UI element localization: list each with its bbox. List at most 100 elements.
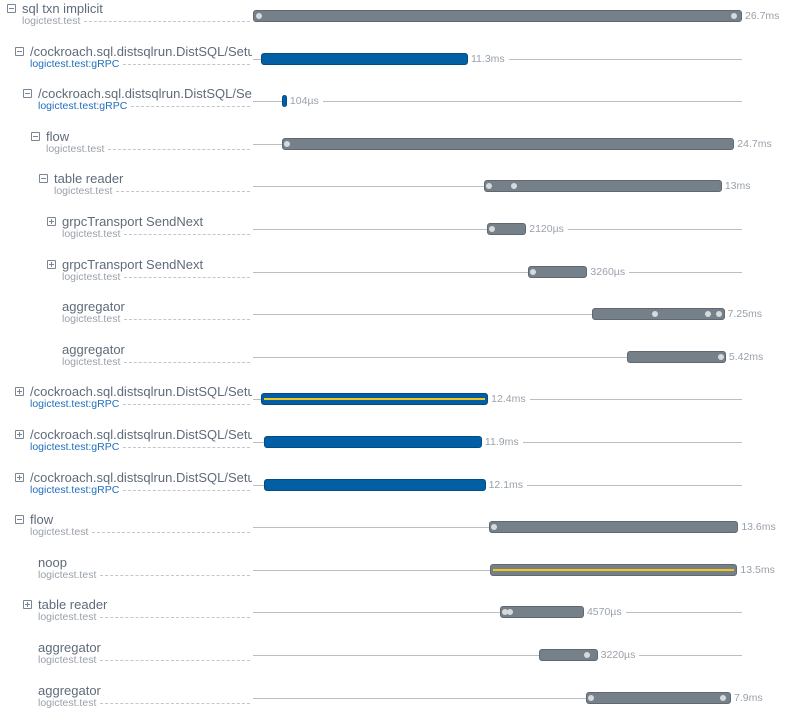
span-row[interactable]: table reader logictest.test 4570µs — [0, 597, 786, 639]
span-name-cell[interactable]: aggregator logictest.test — [62, 342, 252, 372]
span-duration: 12.4ms — [488, 392, 530, 407]
span-name-cell[interactable]: noop logictest.test — [38, 555, 252, 585]
log-marker[interactable] — [652, 311, 659, 318]
log-marker[interactable] — [511, 183, 518, 190]
span-row[interactable]: table reader logictest.test 13ms — [0, 171, 786, 213]
span-bar[interactable] — [538, 649, 598, 661]
span-row[interactable]: /cockroach.sql.distsqlrun.DistSQL/SetupF… — [0, 427, 786, 469]
critical-path-stripe — [264, 398, 486, 401]
span-title: /cockroach.sql.distsqlrun.DistSQL/SetupF… — [30, 384, 252, 400]
span-timeline: 12.1ms — [253, 470, 742, 500]
span-bar[interactable] — [281, 137, 735, 150]
expand-icon[interactable] — [47, 217, 56, 226]
log-marker[interactable] — [718, 353, 724, 360]
log-marker[interactable] — [491, 524, 498, 531]
span-name-cell[interactable]: aggregator logictest.test — [38, 640, 252, 670]
span-bar[interactable] — [483, 180, 722, 193]
log-marker[interactable] — [507, 609, 514, 616]
span-title: /cockroach.sql.distsqlrun.DistSQL/SetupF… — [30, 43, 252, 59]
span-row[interactable]: sql txn implicit logictest.test 26.7ms — [0, 1, 786, 43]
expand-icon[interactable] — [15, 387, 24, 397]
expand-icon[interactable] — [15, 430, 24, 439]
collapse-icon[interactable] — [31, 131, 40, 141]
span-bar[interactable] — [527, 265, 588, 278]
dashed-connector — [124, 234, 250, 235]
span-title: flow — [30, 512, 54, 528]
span-name-cell[interactable]: /cockroach.sql.distsqlrun.DistSQL/SetupF… — [15, 470, 252, 500]
log-marker[interactable] — [584, 652, 591, 658]
span-name-cell[interactable]: /cockroach.sql.distsqlrun.DistSQL/SetupF… — [15, 427, 252, 457]
span-row[interactable]: /cockroach.sql.distsqlrun.DistSQL/SetupF… — [0, 384, 786, 426]
collapse-icon[interactable] — [23, 89, 32, 99]
span-name-cell[interactable]: table reader logictest.test — [39, 171, 252, 201]
span-row[interactable]: /cockroach.sql.distsqlrun.DistSQL/SetupF… — [0, 470, 786, 512]
log-marker[interactable] — [502, 609, 509, 616]
span-row[interactable]: flow logictest.test 24.7ms — [0, 129, 786, 171]
span-bar[interactable] — [261, 52, 468, 65]
log-marker[interactable] — [705, 311, 712, 318]
expand-icon[interactable] — [47, 259, 56, 269]
span-bar[interactable] — [253, 10, 742, 22]
span-name-cell[interactable]: grpcTransport SendNext logictest.test — [47, 214, 252, 244]
span-row[interactable]: noop logictest.test 13.5ms — [0, 555, 786, 597]
span-name-cell[interactable]: /cockroach.sql.distsqlrun.DistSQL/SetupF… — [15, 384, 252, 414]
span-bar[interactable] — [281, 95, 287, 108]
span-name-cell[interactable]: flow logictest.test — [31, 129, 252, 159]
log-marker[interactable] — [529, 268, 536, 275]
span-row[interactable]: aggregator logictest.test 5.42ms — [0, 342, 786, 384]
span-row[interactable]: flow logictest.test 13.6ms — [0, 512, 786, 554]
log-marker[interactable] — [730, 13, 737, 19]
log-marker[interactable] — [716, 311, 723, 318]
span-bar[interactable] — [489, 521, 739, 534]
span-name-cell[interactable]: grpcTransport SendNext logictest.test — [47, 257, 252, 287]
span-name-cell[interactable]: table reader logictest.test — [23, 597, 252, 627]
collapse-icon[interactable] — [15, 515, 24, 525]
span-row[interactable]: aggregator logictest.test 3220µs — [0, 640, 786, 682]
span-name-cell[interactable]: /cockroach.sql.distsqlrun.DistSQL/SetupF… — [15, 44, 252, 74]
span-duration: 13.5ms — [737, 562, 779, 577]
log-marker[interactable] — [588, 694, 595, 701]
span-row[interactable]: /cockroach.sql.distsqlrun.DistSQL/SetupF… — [0, 44, 786, 86]
span-bar[interactable] — [626, 350, 726, 363]
span-timeline: 13.6ms — [253, 512, 780, 542]
span-bar[interactable] — [591, 308, 725, 321]
span-timeline: 12.4ms — [253, 384, 742, 414]
log-marker[interactable] — [283, 140, 290, 147]
span-timeline: 3260µs — [253, 257, 742, 287]
dashed-connector — [100, 617, 250, 619]
expand-icon[interactable] — [23, 600, 32, 610]
expand-icon[interactable] — [15, 472, 24, 482]
span-bar[interactable] — [586, 691, 731, 704]
span-row[interactable]: /cockroach.sql.distsqlrun.DistSQL/SetupF… — [0, 86, 786, 128]
span-bar[interactable] — [263, 436, 482, 448]
log-marker[interactable] — [256, 13, 263, 19]
dashed-connector — [84, 21, 250, 22]
span-bar[interactable] — [487, 223, 527, 235]
span-timeline: 3220µs — [253, 640, 742, 670]
span-bar[interactable] — [490, 563, 738, 576]
log-marker[interactable] — [485, 183, 492, 190]
log-marker[interactable] — [489, 226, 496, 232]
span-row[interactable]: grpcTransport SendNext logictest.test 32… — [0, 257, 786, 299]
span-service: logictest.test — [38, 654, 97, 666]
span-name-cell[interactable]: flow logictest.test — [15, 512, 252, 542]
log-marker[interactable] — [719, 694, 726, 701]
span-name-cell[interactable]: /cockroach.sql.distsqlrun.DistSQL/SetupF… — [23, 86, 252, 116]
span-row[interactable]: grpcTransport SendNext logictest.test 21… — [0, 214, 786, 256]
span-row[interactable]: aggregator logictest.test 7.25ms — [0, 299, 786, 341]
timeline-line — [253, 271, 742, 273]
span-name-cell[interactable]: sql txn implicit logictest.test — [7, 1, 252, 31]
span-bar[interactable] — [261, 393, 489, 406]
collapse-icon[interactable] — [39, 174, 48, 184]
collapse-icon[interactable] — [7, 4, 16, 13]
span-service: logictest.test — [62, 313, 121, 326]
span-bar[interactable] — [500, 606, 584, 619]
span-duration: 13.6ms — [738, 520, 780, 535]
dashed-connector — [108, 148, 250, 150]
span-name-cell[interactable]: aggregator logictest.test — [38, 683, 252, 713]
span-row[interactable]: aggregator logictest.test 7.9ms — [0, 683, 786, 725]
span-service: logictest.test — [62, 228, 121, 240]
span-bar[interactable] — [263, 478, 486, 491]
span-name-cell[interactable]: aggregator logictest.test — [62, 299, 252, 329]
collapse-icon[interactable] — [15, 46, 24, 56]
